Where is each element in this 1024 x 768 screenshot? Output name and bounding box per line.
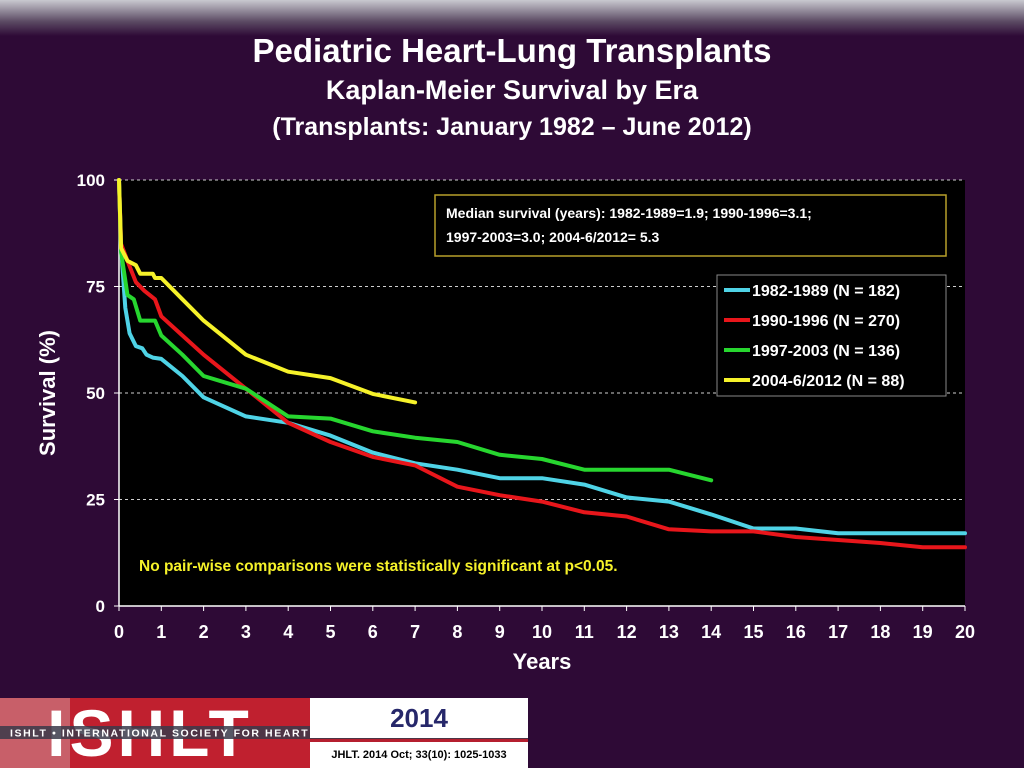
series-layer xyxy=(117,178,967,550)
y-axis-label: Survival (%) xyxy=(35,330,60,456)
x-tick-label: 3 xyxy=(241,622,251,642)
x-tick-label: 12 xyxy=(617,622,637,642)
x-tick-label: 14 xyxy=(701,622,721,642)
series-line-4 xyxy=(117,178,418,405)
top-gradient-bar xyxy=(0,0,1024,36)
x-tick-label: 16 xyxy=(786,622,806,642)
series-line-2 xyxy=(117,178,967,550)
x-tick-label: 15 xyxy=(743,622,763,642)
x-tick-label: 20 xyxy=(955,622,975,642)
y-tick-label: 25 xyxy=(86,491,105,510)
journal-reference: JHLT. 2014 Oct; 33(10): 1025-1033 xyxy=(310,742,528,768)
x-tick-label: 13 xyxy=(659,622,679,642)
slide-subtitle: Kaplan-Meier Survival by Era xyxy=(325,75,699,105)
median-note-line1: Median survival (years): 1982-1989=1.9; … xyxy=(446,205,812,221)
median-note-line2: 1997-2003=3.0; 2004-6/2012= 5.3 xyxy=(446,229,660,245)
slide-period: (Transplants: January 1982 – June 2012) xyxy=(272,113,752,141)
x-tick-label: 0 xyxy=(114,622,124,642)
x-tick-label: 18 xyxy=(870,622,890,642)
x-tick-label: 7 xyxy=(410,622,420,642)
legend-box xyxy=(716,274,947,397)
significance-note: No pair-wise comparisons were statistica… xyxy=(139,558,618,575)
y-tick-label: 100 xyxy=(77,171,105,190)
legend-label-4: 2004-6/2012 (N = 88) xyxy=(752,373,905,390)
legend-label-3: 1997-2003 (N = 136) xyxy=(752,343,900,360)
x-tick-label: 19 xyxy=(913,622,933,642)
x-tick-label: 9 xyxy=(495,622,505,642)
x-tick-label: 6 xyxy=(368,622,378,642)
slide-title: Pediatric Heart-Lung Transplants xyxy=(252,32,772,69)
median-note-box xyxy=(434,194,947,257)
slide-titles: Pediatric Heart-Lung Transplants Kaplan-… xyxy=(0,30,1024,146)
series-line-1 xyxy=(117,178,967,536)
x-tick-label: 4 xyxy=(283,622,293,642)
x-tick-label: 17 xyxy=(828,622,848,642)
x-axis-label: Years xyxy=(513,649,572,674)
series-line-3 xyxy=(117,178,714,483)
year-badge: 2014 xyxy=(310,698,528,738)
x-tick-label: 8 xyxy=(452,622,462,642)
legend-label-2: 1990-1996 (N = 270) xyxy=(752,313,900,330)
x-tick-label: 5 xyxy=(325,622,335,642)
x-tick-label: 11 xyxy=(575,622,594,642)
legend: 1982-1989 (N = 182) 1990-1996 (N = 270) 19… xyxy=(724,283,905,390)
x-tick-label: 10 xyxy=(532,622,552,642)
y-tick-label: 50 xyxy=(86,384,105,403)
x-tick-label: 2 xyxy=(199,622,209,642)
y-tick-label: 0 xyxy=(96,597,105,616)
y-tick-label: 75 xyxy=(86,278,105,297)
legend-label-1: 1982-1989 (N = 182) xyxy=(752,283,900,300)
x-tick-label: 1 xyxy=(156,622,166,642)
